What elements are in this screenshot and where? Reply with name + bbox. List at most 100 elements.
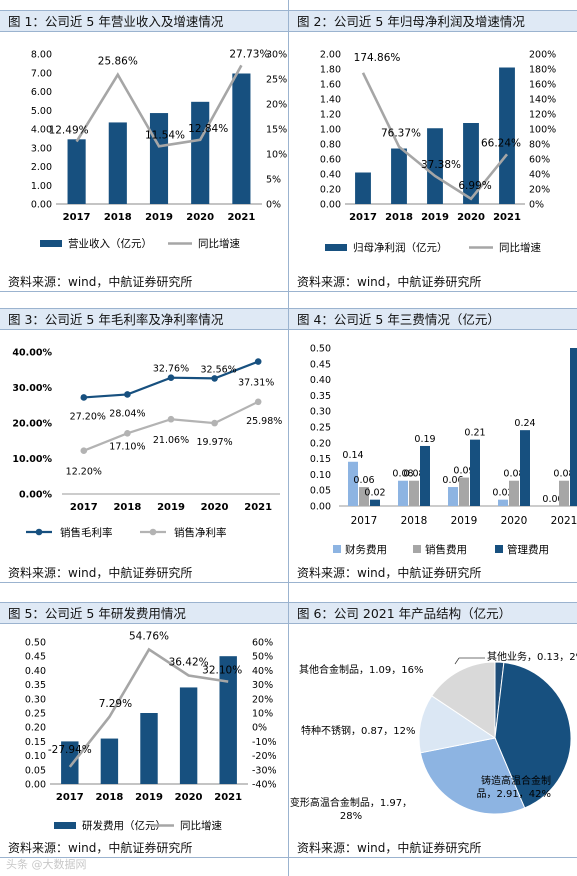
pie-slice bbox=[494, 661, 572, 809]
bar bbox=[459, 477, 469, 506]
data-label: 0.08 bbox=[403, 469, 424, 480]
y-tick-label-right: 20% bbox=[266, 100, 287, 111]
bar bbox=[398, 480, 408, 506]
bar bbox=[570, 348, 577, 506]
bar bbox=[499, 67, 515, 204]
data-label: 0.14 bbox=[342, 450, 363, 461]
y-tick-label-right: 30% bbox=[266, 50, 287, 61]
y-tick-label: 20.00% bbox=[12, 419, 52, 430]
data-label: 36.42% bbox=[169, 656, 209, 668]
data-label: 0.00 bbox=[542, 494, 563, 505]
panel-revenue: 图 1：公司近 5 年营业收入及增速情况 0.00 1.00 2.00 3.00 4.0… bbox=[0, 10, 288, 292]
series-point bbox=[124, 391, 131, 398]
panel-net-profit: 图 2：公司近 5 年归母净利润及增速情况 0.00 0.20 0.40 0.60 0.… bbox=[289, 10, 577, 292]
data-label: 0.08 bbox=[553, 469, 574, 480]
y-tick-label-right: 10% bbox=[266, 150, 287, 161]
data-label: 28.04% bbox=[109, 408, 145, 419]
series-point bbox=[80, 394, 88, 401]
y-tick-label-left: 5.00 bbox=[31, 106, 52, 117]
y-tick-label: 0.35 bbox=[310, 391, 331, 402]
y-tick-label-left: 0.00 bbox=[31, 200, 52, 211]
bar bbox=[232, 73, 251, 204]
y-tick-label: 0.10 bbox=[310, 470, 331, 481]
data-label: 0.02 bbox=[364, 488, 385, 499]
y-tick-label-left: 4.00 bbox=[31, 125, 52, 136]
legend-label: 管理费用 bbox=[507, 543, 549, 556]
chart-title: 图 6：公司 2021 年产品结构（亿元） bbox=[289, 602, 577, 624]
data-label: 11.54% bbox=[145, 129, 185, 141]
series-point bbox=[254, 358, 262, 365]
legend-label: 研发费用（亿元） bbox=[82, 819, 166, 832]
data-label: 27.73% bbox=[229, 48, 269, 60]
y-tick-label-right: 120% bbox=[529, 110, 556, 121]
series-point bbox=[211, 419, 218, 427]
y-tick-label-left: 0.40 bbox=[320, 170, 341, 181]
series-point bbox=[167, 415, 175, 423]
legend-label: 同比增速 bbox=[499, 241, 541, 254]
y-tick-label-right: 140% bbox=[529, 95, 556, 106]
y-tick-label-right: 0% bbox=[529, 200, 544, 211]
growth-line bbox=[75, 64, 243, 148]
pie-label: 其他业务，0.13，2% bbox=[487, 650, 577, 663]
data-label: 27.20% bbox=[70, 411, 106, 422]
y-tick-label-right: 200% bbox=[529, 50, 556, 61]
y-tick-label-left: 7.00 bbox=[31, 68, 52, 79]
x-tick-label: 2017 bbox=[63, 212, 91, 223]
y-tick-label-right: 15% bbox=[266, 125, 287, 136]
y-tick-label-left: 1.00 bbox=[31, 181, 52, 192]
y-tick-label-right: 60% bbox=[252, 638, 273, 649]
y-tick-label-right: 0% bbox=[266, 200, 281, 211]
x-tick-label: 2018 bbox=[385, 212, 413, 223]
y-tick-label: 30.00% bbox=[12, 383, 52, 394]
data-label: 0.09 bbox=[453, 466, 474, 477]
y-tick-label-right: 80% bbox=[529, 140, 550, 151]
y-tick-label-right: 0% bbox=[252, 723, 267, 734]
data-label: 12.20% bbox=[66, 467, 102, 478]
data-label: 12.84% bbox=[188, 123, 228, 135]
y-tick-label-right: 20% bbox=[529, 185, 550, 196]
series-point bbox=[124, 429, 131, 437]
x-tick-label: 2021 bbox=[244, 502, 272, 513]
chart-title: 图 3：公司近 5 年毛利率及净利率情况 bbox=[0, 308, 288, 330]
data-label: 12.49% bbox=[49, 125, 89, 137]
legend-label: 销售净利率 bbox=[174, 526, 227, 539]
source-note: 资料来源：wind，中航证券研究所 bbox=[289, 838, 577, 858]
legend-label: 销售费用 bbox=[425, 543, 467, 556]
data-label: 19.97% bbox=[196, 437, 232, 448]
watermark: 头条 @大数据网 bbox=[6, 858, 87, 871]
bar bbox=[370, 499, 380, 506]
data-label: 37.38% bbox=[421, 159, 461, 171]
y-tick-label-right: -10% bbox=[252, 737, 277, 748]
y-tick-label-left: 0.50 bbox=[25, 638, 46, 649]
x-tick-label: 2018 bbox=[113, 502, 141, 513]
pie-label: 特种不锈钢，0.87，12% bbox=[301, 724, 416, 737]
y-tick-label-left: 3.00 bbox=[31, 143, 52, 154]
data-label: 0.06 bbox=[442, 475, 463, 486]
revenue-chart: 0.00 1.00 2.00 3.00 4.00 5.00 6.00 7.00 8.00 0% 5%… bbox=[31, 48, 287, 250]
y-tick-label: 40.00% bbox=[12, 348, 52, 359]
leader-line bbox=[454, 657, 460, 665]
bar bbox=[509, 480, 519, 506]
y-tick-label: 0.00% bbox=[19, 490, 52, 501]
growth-line bbox=[361, 72, 509, 201]
y-tick-label: 0.50 bbox=[310, 344, 331, 355]
legend-swatch-point bbox=[149, 528, 157, 536]
panel-rd: 图 5：公司近 5 年研发费用情况 0.00 0.05 0.10 0.15 0.20 0.… bbox=[0, 602, 288, 860]
margin-chart: 0.00% 10.00% 20.00% 30.00% 40.00% 2017 2018 201… bbox=[12, 348, 282, 540]
bar bbox=[179, 687, 198, 784]
y-tick-label-right: -20% bbox=[252, 751, 277, 762]
y-tick-label-left: 2.00 bbox=[320, 50, 341, 61]
bar bbox=[391, 148, 407, 204]
data-label: 54.76% bbox=[129, 630, 169, 642]
rd-chart: 0.00 0.05 0.10 0.15 0.20 0.25 0.30 0.35 0.40 0.45… bbox=[25, 630, 277, 832]
y-tick-label-left: 0.25 bbox=[25, 709, 46, 720]
data-label: 25.86% bbox=[98, 56, 138, 68]
series-point bbox=[211, 375, 218, 382]
y-tick-label-left: 6.00 bbox=[31, 87, 52, 98]
bar bbox=[498, 499, 508, 506]
y-tick-label-left: 0.40 bbox=[25, 666, 46, 677]
x-tick-label: 2018 bbox=[95, 792, 123, 803]
bar bbox=[409, 480, 419, 506]
bar bbox=[420, 445, 430, 506]
y-tick-label: 10.00% bbox=[12, 454, 52, 465]
